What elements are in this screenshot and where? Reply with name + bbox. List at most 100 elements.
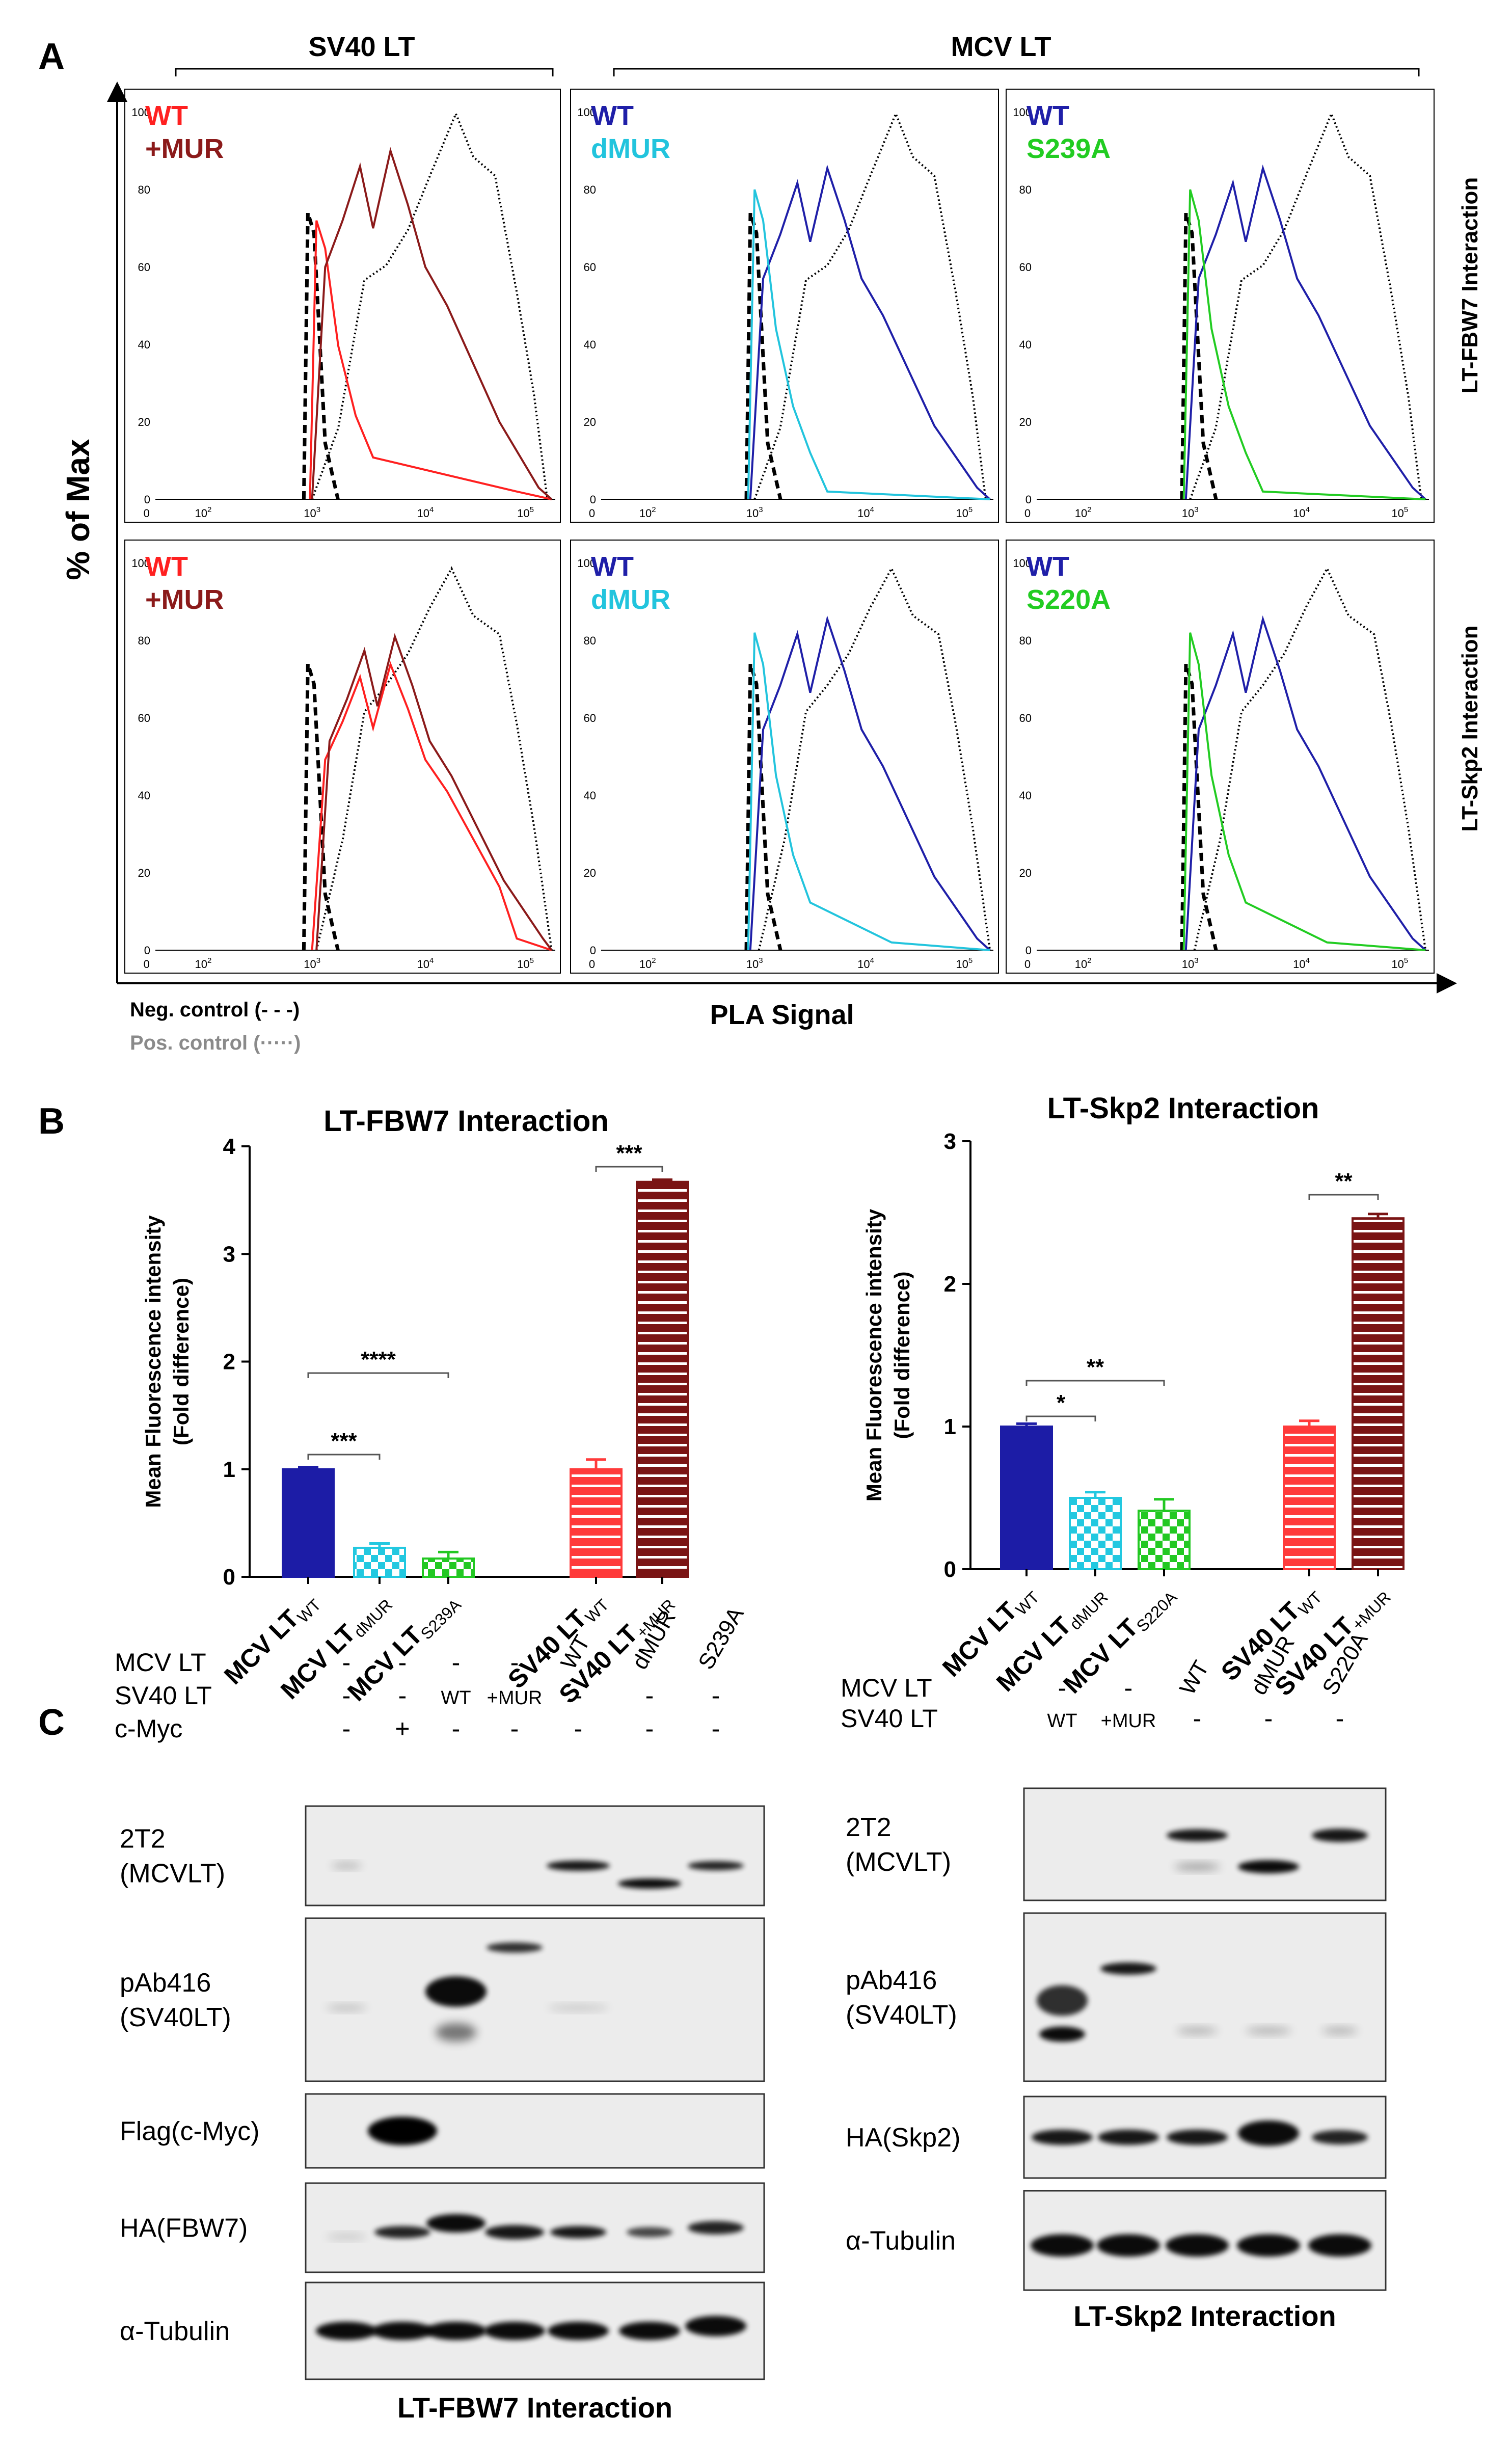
flow-x-tick-exp: 4 — [1306, 956, 1310, 965]
bar-chart-fbw7: LT-FBW7 Interaction Mean Fluorescence int… — [141, 1105, 689, 1711]
flow-x-tick: 103 — [304, 505, 320, 520]
blot-band — [487, 1942, 543, 1953]
panel-legend-mutant: +MUR — [145, 133, 224, 164]
flow-y-tick: 100 — [131, 106, 150, 119]
flow-y-tick: 40 — [584, 338, 596, 351]
flow-x-tick: 102 — [1075, 956, 1092, 971]
blot-header-cell: WT — [441, 1687, 471, 1709]
chart-y-tick-label: 1 — [223, 1457, 235, 1482]
flow-y-tick: 60 — [138, 712, 150, 724]
flow-x-tick: 102 — [639, 956, 656, 971]
blot-band — [374, 2226, 430, 2239]
pos-control-curve — [311, 111, 549, 500]
category-label: MCV LTS220A — [1058, 1578, 1180, 1701]
pos-control-curve — [315, 566, 553, 951]
flow-x-tick-exp: 3 — [759, 505, 763, 514]
flow-x-tick: 104 — [417, 505, 434, 520]
flow-x-tick: 103 — [746, 956, 763, 971]
flow-x-tick-exp: 3 — [316, 505, 320, 514]
blot-band — [688, 2221, 744, 2235]
y-axis-title: % of Max — [60, 439, 96, 580]
category-sub-label: S239A — [417, 1595, 465, 1643]
chart-title: LT-FBW7 Interaction — [323, 1105, 609, 1138]
flow-x-tick-exp: 2 — [207, 956, 211, 965]
flow-y-tick: 0 — [1025, 493, 1032, 506]
chart-y-tick-label: 0 — [223, 1565, 235, 1590]
neg-control-curve — [302, 212, 340, 500]
blot-band — [484, 2322, 545, 2340]
panel-legend-mutant: +MUR — [145, 584, 224, 615]
flow-x-tick: 105 — [1391, 956, 1408, 971]
flow-x-tick: 102 — [1075, 505, 1092, 520]
chart-y-tick-label: 0 — [944, 1557, 956, 1582]
flow-x-tick: 104 — [857, 505, 874, 520]
flow-x-tick-exp: 2 — [1087, 505, 1091, 514]
flow-y-tick: 100 — [131, 557, 150, 570]
blot-header-label: MCV LT — [841, 1674, 932, 1702]
flow-y-tick: 80 — [1019, 183, 1032, 196]
blot-band — [316, 2322, 377, 2340]
flow-y-tick: 0 — [144, 493, 150, 506]
blot-antibody-label: (SV40LT) — [120, 2003, 231, 2032]
blot-header-label: c-Myc — [115, 1714, 182, 1743]
blot-header-label: SV40 LT — [841, 1704, 938, 1733]
blot-antibody-label: (MCVLT) — [120, 1859, 225, 1889]
flow-x-tick: 0 — [589, 507, 595, 520]
flow-x-tick: 104 — [857, 956, 874, 971]
flow-x-tick: 105 — [956, 505, 973, 520]
blot-band — [426, 2214, 485, 2233]
wt-curve — [1184, 164, 1426, 500]
flow-x-tick-exp: 5 — [530, 956, 534, 965]
flow-x-tick-exp: 2 — [1087, 956, 1091, 965]
blot-band — [1167, 2130, 1228, 2145]
flow-panel-frame — [570, 540, 999, 974]
flow-x-tick-exp: 3 — [1194, 505, 1198, 514]
flow-x-tick: 0 — [144, 958, 150, 971]
wt-curve — [1184, 615, 1426, 951]
flow-x-tick-exp: 3 — [1194, 956, 1198, 965]
wt-curve — [749, 164, 991, 500]
flow-x-tick-exp: 2 — [207, 505, 211, 514]
flow-x-tick-exp: 5 — [968, 956, 973, 965]
chart-y-tick-label: 1 — [944, 1414, 956, 1439]
blot-header-cell: +MUR — [487, 1687, 543, 1709]
flow-x-tick: 103 — [746, 505, 763, 520]
bar — [1283, 1426, 1336, 1570]
blot-header-cell: - — [342, 1648, 351, 1677]
flow-x-tick-exp: 5 — [530, 505, 534, 514]
blot-header-cell: - — [1124, 1674, 1133, 1702]
blot-band — [547, 1861, 610, 1871]
significance-bracket — [307, 1454, 381, 1460]
neg-control-curve — [744, 663, 782, 951]
flow-panel: 0 20 40 60 80 100 0 102 103 104 105 WT+MUR — [124, 540, 561, 974]
category-sub-label: WT — [581, 1596, 612, 1627]
flow-x-tick-exp: 3 — [759, 956, 763, 965]
flow-y-tick: 80 — [584, 183, 596, 196]
blot-header-cell: - — [1264, 1704, 1273, 1733]
flow-x-tick: 104 — [417, 956, 434, 971]
flow-y-tick: 40 — [1019, 338, 1032, 351]
flow-x-tick: 0 — [1024, 507, 1031, 520]
flow-x-tick: 105 — [1391, 505, 1408, 520]
blot-antibody-label: HA(Skp2) — [846, 2123, 960, 2153]
chart-ylabel-line2: (Fold difference) — [169, 1278, 193, 1445]
bar — [422, 1557, 475, 1578]
blot-antibody-label: pAb416 — [846, 1966, 937, 1995]
flow-x-tick-exp: 5 — [1404, 956, 1408, 965]
significance-label: * — [1057, 1390, 1066, 1415]
row-label-fbw7: LT-FBW7 Interaction — [1457, 177, 1482, 394]
flow-y-tick: 60 — [1019, 712, 1032, 724]
blot-band — [1312, 2130, 1368, 2144]
flow-y-tick: 20 — [584, 416, 596, 428]
blot-band — [436, 2023, 476, 2041]
blot-band — [619, 2322, 680, 2340]
pos-control-curve — [753, 111, 987, 500]
flow-y-tick: 20 — [1019, 867, 1032, 879]
pos-control-curve — [1189, 111, 1422, 500]
panel-legend-wt: WT — [591, 100, 634, 131]
flow-y-tick: 80 — [1019, 634, 1032, 647]
significance-label: ** — [1087, 1355, 1104, 1380]
